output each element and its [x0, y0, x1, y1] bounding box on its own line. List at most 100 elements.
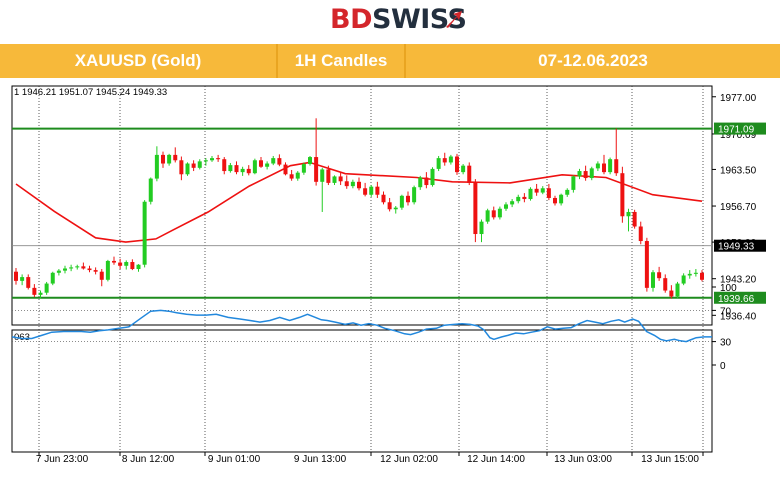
candle [651, 270, 655, 292]
candle-body [577, 171, 582, 177]
candle [295, 171, 300, 181]
x-tick-label: 9 Jun 13:00 [294, 454, 347, 465]
x-tick-label: 12 Jun 02:00 [380, 454, 438, 465]
candle-body [393, 207, 398, 210]
candle-body [357, 181, 361, 189]
candle-body [173, 154, 178, 161]
candle [167, 153, 172, 166]
candle-body [289, 174, 294, 179]
candle-body [295, 172, 300, 179]
candle [418, 175, 423, 190]
logo-bar: BDSWISS [0, 0, 780, 44]
candle [412, 185, 417, 205]
x-tick-label: 8 Jun 12:00 [122, 454, 175, 465]
candle-body [461, 165, 466, 173]
candle [105, 259, 110, 282]
candle [173, 147, 178, 163]
candle-body [20, 277, 25, 281]
oscillator-line [11, 309, 712, 343]
candle-body [369, 186, 374, 195]
candle [259, 157, 263, 168]
candle-body [442, 158, 447, 163]
osc-y-tick-label: 70 [720, 306, 732, 317]
candle-body [259, 160, 263, 167]
candle-body [595, 163, 600, 169]
candle-body [320, 169, 325, 182]
candle-body [32, 287, 37, 295]
candle-body [522, 196, 527, 200]
candle [614, 128, 619, 176]
candle-body [399, 195, 404, 208]
candle [93, 267, 98, 275]
price-panel-frame [11, 85, 713, 326]
candle [69, 264, 74, 272]
y-tick-label: 1970.09 [720, 130, 757, 141]
candle [657, 266, 662, 281]
y-tick-label: 1977.00 [720, 93, 757, 104]
candle-body [614, 159, 619, 174]
candle [161, 151, 165, 168]
candle-body [455, 156, 459, 173]
candle [154, 146, 159, 182]
candle-body [105, 260, 110, 280]
candle [608, 157, 613, 175]
candle [142, 200, 147, 268]
candle-body [314, 157, 319, 182]
candle [130, 259, 135, 271]
candle-body [87, 268, 92, 271]
date-range-label: 07-12.06.2023 [538, 51, 648, 70]
price-tag-box [714, 291, 766, 304]
candle [56, 269, 61, 276]
candle [638, 221, 643, 245]
candle-body [148, 178, 153, 202]
logo-text-swiss: SWISS [372, 4, 467, 35]
candle-body [191, 163, 196, 168]
candle-body [632, 211, 637, 227]
candle-body [222, 159, 227, 172]
price-tag-label: 1949.33 [718, 242, 755, 253]
candle [338, 172, 343, 186]
candle [497, 206, 502, 220]
candle-body [26, 277, 31, 288]
candle [479, 219, 484, 243]
candle [112, 256, 116, 265]
candle [681, 273, 686, 286]
candle [595, 161, 600, 172]
candle [436, 155, 441, 172]
candle [559, 193, 564, 206]
candle-body [203, 160, 208, 162]
x-tick-label: 9 Jun 01:00 [208, 454, 261, 465]
candle-body [283, 164, 288, 175]
candle-body [179, 160, 184, 175]
price-tag-box [714, 239, 766, 252]
candle [277, 154, 282, 167]
candle-body [602, 163, 606, 173]
candle-body [338, 176, 343, 182]
axis-labels: 7 Jun 23:00 8 Jun 12:00 9 Jun 01:00 9 Jun 1… [14, 87, 766, 465]
candle-body [485, 210, 490, 222]
candle [448, 154, 453, 165]
candle [577, 168, 582, 180]
candle [571, 175, 576, 193]
candle-body [124, 262, 129, 266]
candle-body [473, 182, 478, 235]
candle [314, 118, 319, 186]
candle-body [75, 266, 80, 268]
y-tick-label: 1943.20 [720, 275, 757, 286]
candle-body [651, 272, 655, 288]
candle-body [210, 158, 214, 161]
y-tick-label: 1956.70 [720, 202, 757, 213]
candle [26, 274, 31, 290]
candle [430, 167, 435, 187]
moving-average-layer [15, 161, 703, 243]
candle-body [559, 194, 564, 204]
candle [583, 165, 588, 181]
candle-body [565, 189, 570, 195]
candle-body [44, 283, 49, 293]
candle [620, 166, 625, 223]
candle-body [608, 159, 613, 173]
candle-body [344, 181, 349, 187]
ohlc-info-line: 1 1946.21 1951.07 1945.24 1949.33 [14, 87, 167, 98]
candle [369, 185, 374, 197]
candle-body [197, 161, 202, 168]
